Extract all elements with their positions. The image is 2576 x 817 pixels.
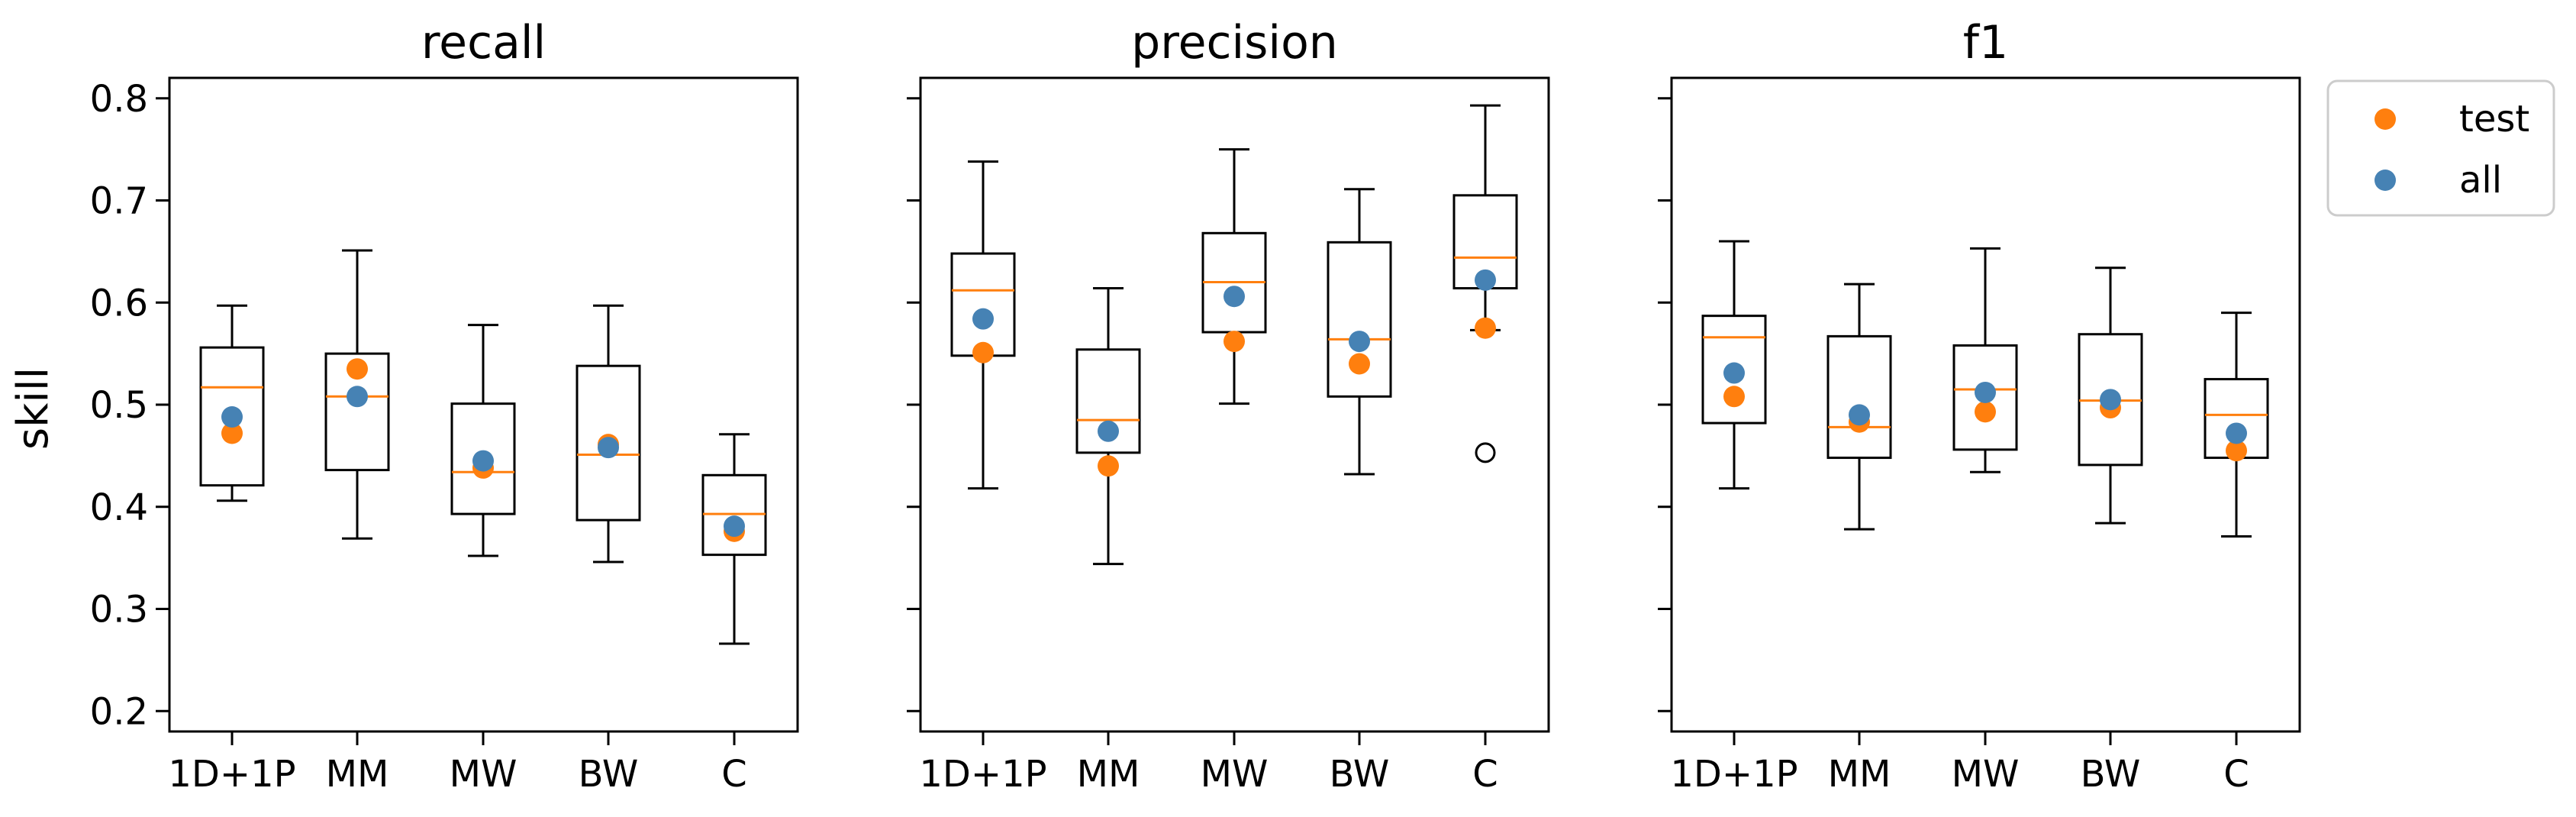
x-tick-label: BW bbox=[2081, 753, 2141, 796]
box bbox=[1826, 334, 1892, 460]
x-tick-label: BW bbox=[1330, 753, 1390, 796]
y-tick-label: 0.5 bbox=[90, 384, 148, 427]
point-all bbox=[221, 406, 243, 428]
chart-panels: recall 0.2 0.3 0.4 0.5 0.6 0.7 0.8 1D+1P MM MW BW Cp… bbox=[90, 16, 2301, 796]
axes-frame bbox=[168, 76, 799, 733]
x-tick-label: MM bbox=[1828, 753, 1891, 796]
x-tick-label: 1D+1P bbox=[168, 753, 295, 796]
x-tick-label: C bbox=[1472, 753, 1498, 796]
point-all bbox=[472, 450, 494, 472]
x-tick-label: C bbox=[721, 753, 747, 796]
point-all bbox=[1475, 269, 1496, 291]
x-tick-label: MW bbox=[1952, 753, 2020, 796]
y-tick-label: 0.2 bbox=[90, 690, 148, 733]
box bbox=[1075, 348, 1141, 454]
box bbox=[450, 402, 516, 515]
y-tick-label: 0.7 bbox=[90, 180, 148, 223]
chart-title: precision bbox=[1131, 16, 1338, 69]
point-all bbox=[2100, 389, 2121, 411]
point-all bbox=[598, 437, 619, 459]
x-tick-label: MM bbox=[1077, 753, 1140, 796]
y-tick-label: 0.4 bbox=[90, 486, 148, 529]
chart-panel-precision: precision 1D+1P MM MW BW C bbox=[907, 16, 1550, 796]
chart-panel-recall: recall 0.2 0.3 0.4 0.5 0.6 0.7 0.8 1D+1P MM MW BW C bbox=[90, 16, 799, 796]
point-all bbox=[347, 386, 368, 408]
x-tick-label: MW bbox=[450, 753, 517, 796]
x-tick-label: 1D+1P bbox=[1670, 753, 1797, 796]
box bbox=[575, 364, 641, 522]
box bbox=[1327, 241, 1392, 398]
point-all bbox=[1849, 404, 1870, 426]
point-test bbox=[2226, 440, 2247, 462]
legend-test-label: test bbox=[2459, 98, 2529, 140]
point-all bbox=[1098, 420, 1119, 442]
x-tick-label: C bbox=[2223, 753, 2249, 796]
legend-all-label: all bbox=[2459, 159, 2502, 202]
point-all bbox=[1975, 381, 1996, 403]
point-test bbox=[972, 341, 994, 363]
point-all bbox=[1349, 331, 1370, 353]
point-test bbox=[347, 358, 368, 380]
legend-all-marker bbox=[2374, 170, 2396, 191]
point-all bbox=[724, 515, 745, 538]
axes-frame bbox=[919, 76, 1550, 733]
x-tick-label: MM bbox=[326, 753, 389, 796]
point-test bbox=[1975, 401, 1996, 423]
box bbox=[1701, 315, 1767, 425]
point-test bbox=[1475, 317, 1496, 339]
point-test bbox=[221, 422, 243, 444]
box bbox=[1952, 344, 2018, 451]
x-tick-label: MW bbox=[1201, 753, 1269, 796]
x-tick-label: 1D+1P bbox=[919, 753, 1046, 796]
y-tick-label: 0.6 bbox=[90, 282, 148, 325]
point-all bbox=[2226, 422, 2247, 444]
point-test bbox=[1224, 331, 1245, 353]
chart-title: f1 bbox=[1963, 16, 2008, 69]
box bbox=[199, 346, 265, 487]
legend-test-marker bbox=[2374, 108, 2396, 130]
point-all bbox=[1723, 362, 1745, 384]
y-tick-label: 0.3 bbox=[90, 589, 148, 631]
point-all bbox=[1224, 286, 1245, 308]
box bbox=[950, 252, 1016, 357]
chart-title: recall bbox=[421, 16, 546, 69]
outlier-point bbox=[1475, 442, 1496, 463]
axes-frame bbox=[1670, 76, 2301, 733]
point-test bbox=[1723, 386, 1745, 408]
chart-panel-f1: f1 1D+1P MM MW BW C bbox=[1658, 16, 2301, 796]
x-tick-label: BW bbox=[579, 753, 639, 796]
point-test bbox=[1349, 353, 1370, 375]
y-axis-label: skill bbox=[8, 367, 58, 450]
legend: test all bbox=[2326, 79, 2555, 217]
point-all bbox=[972, 308, 994, 330]
y-tick-label: 0.8 bbox=[90, 78, 148, 121]
box bbox=[324, 352, 390, 472]
point-test bbox=[1098, 455, 1119, 477]
